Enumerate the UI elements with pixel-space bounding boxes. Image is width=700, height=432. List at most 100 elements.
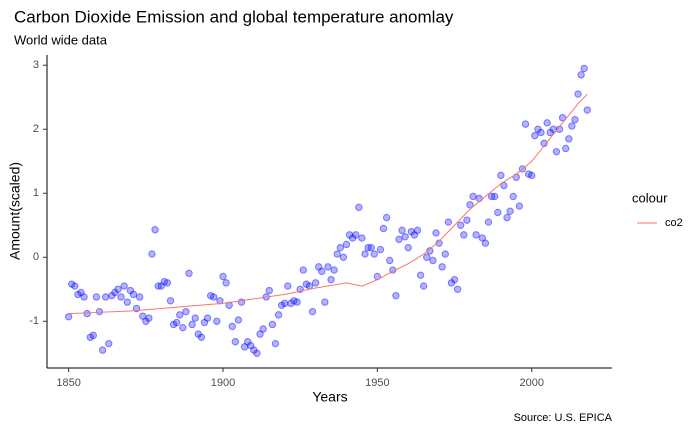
point [490,192,499,201]
point [148,250,156,258]
point [234,316,243,324]
point [345,231,354,239]
y-axis-label: Amount(scaled) [7,162,23,260]
point [210,293,218,301]
point [126,286,135,295]
point [314,263,323,271]
point [401,233,409,241]
point [111,288,119,297]
point [494,208,502,217]
point [339,253,348,261]
point [355,203,363,212]
point [524,170,533,178]
point [330,266,338,274]
point [484,218,493,226]
point [506,207,514,215]
point [182,307,190,316]
point [129,290,138,299]
point [348,234,357,242]
point [237,298,246,306]
point [64,313,73,321]
point [447,279,456,287]
point [478,234,487,242]
point [203,314,212,322]
point [139,312,147,320]
point [395,235,403,244]
point [250,346,258,354]
point [145,314,153,322]
point [77,288,85,297]
point [583,106,592,114]
point [364,243,372,252]
point [549,125,558,133]
point [92,293,101,301]
point [290,297,298,305]
point [487,192,496,201]
point [534,125,542,133]
point [571,115,579,124]
point [481,239,490,247]
point [108,291,116,300]
line [68,93,588,315]
point [497,171,505,180]
y-tick-label: 3 [33,59,39,71]
point [568,122,576,130]
point [370,250,378,258]
point [151,226,159,234]
point [188,320,196,329]
point [302,280,311,288]
point [515,202,524,210]
point [142,317,150,325]
point [213,317,221,325]
point [404,243,412,252]
point [475,194,483,203]
point [444,218,453,226]
point [240,343,249,351]
x-axis-label: Years [312,389,347,405]
point [274,311,283,319]
point [379,224,388,233]
point [299,266,307,274]
point [466,201,474,209]
point [419,282,428,290]
point [284,282,292,290]
point [460,231,468,239]
point [256,330,264,338]
point [101,293,110,301]
point [247,341,255,350]
point [376,245,385,254]
point [308,307,317,316]
point [398,226,406,235]
point [228,322,236,331]
point [469,192,477,201]
chart-subtitle: World wide data [14,32,108,47]
point [194,330,202,338]
point [410,231,419,239]
point [432,229,440,237]
point [191,314,199,322]
point [200,318,209,327]
point [80,293,88,301]
point [426,247,434,255]
point [386,256,394,265]
point [271,339,280,348]
point [546,128,554,137]
point [281,299,289,308]
point [120,282,128,290]
y-tick-label: 2 [33,123,39,135]
point [185,269,193,277]
point [413,226,422,235]
point [574,90,582,98]
point [500,181,508,190]
point [416,271,425,279]
point [577,71,585,79]
point [558,114,567,122]
point [287,299,295,308]
point [71,282,79,290]
point [160,277,169,286]
point [438,263,446,271]
point [367,243,375,252]
point [509,192,517,201]
y-tick-label: 0 [33,251,39,263]
point [219,272,227,281]
